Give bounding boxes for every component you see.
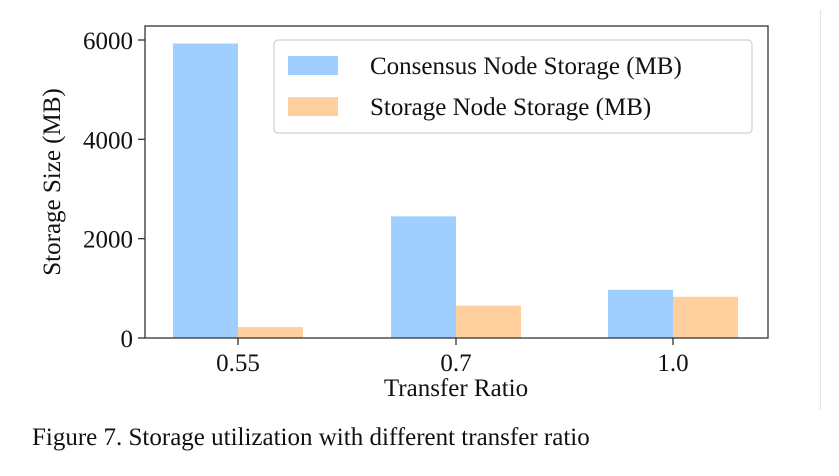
y-tick-label: 0: [121, 326, 134, 353]
bar-consensus-1.0: [608, 289, 673, 338]
x-tick-label: 0.55: [216, 350, 260, 377]
figure-caption: Figure 7. Storage utilization with diffe…: [32, 424, 590, 451]
bar-storage-1.0: [673, 296, 738, 338]
x-axis-label: Transfer Ratio: [384, 375, 528, 402]
legend-swatch-storage: [288, 97, 338, 116]
x-axis: 0.55 0.7 1.0: [216, 338, 689, 377]
x-tick-label: 0.7: [440, 350, 471, 377]
legend: Consensus Node Storage (MB) Storage Node…: [273, 39, 753, 134]
x-tick-label: 1.0: [657, 350, 688, 377]
y-tick-label: 2000: [83, 227, 133, 254]
legend-label-consensus: Consensus Node Storage (MB): [370, 53, 682, 80]
bar-storage-0.55: [238, 327, 303, 338]
bar-chart: 0 2000 4000 6000 0.55 0.7 1.0 Storage Size (M…: [39, 25, 769, 402]
legend-label-storage: Storage Node Storage (MB): [370, 94, 651, 121]
bar-storage-0.7: [456, 305, 521, 338]
bar-consensus-0.55: [173, 43, 238, 339]
bars-group: [173, 43, 738, 339]
bar-consensus-0.7: [391, 216, 456, 338]
y-axis: 0 2000 4000 6000: [83, 28, 145, 353]
y-tick-label: 4000: [83, 127, 133, 154]
page-divider-line: [820, 10, 821, 410]
y-axis-label: Storage Size (MB): [39, 88, 66, 275]
legend-swatch-consensus: [288, 56, 338, 75]
legend-frame: [273, 39, 753, 134]
y-tick-label: 6000: [83, 28, 133, 55]
